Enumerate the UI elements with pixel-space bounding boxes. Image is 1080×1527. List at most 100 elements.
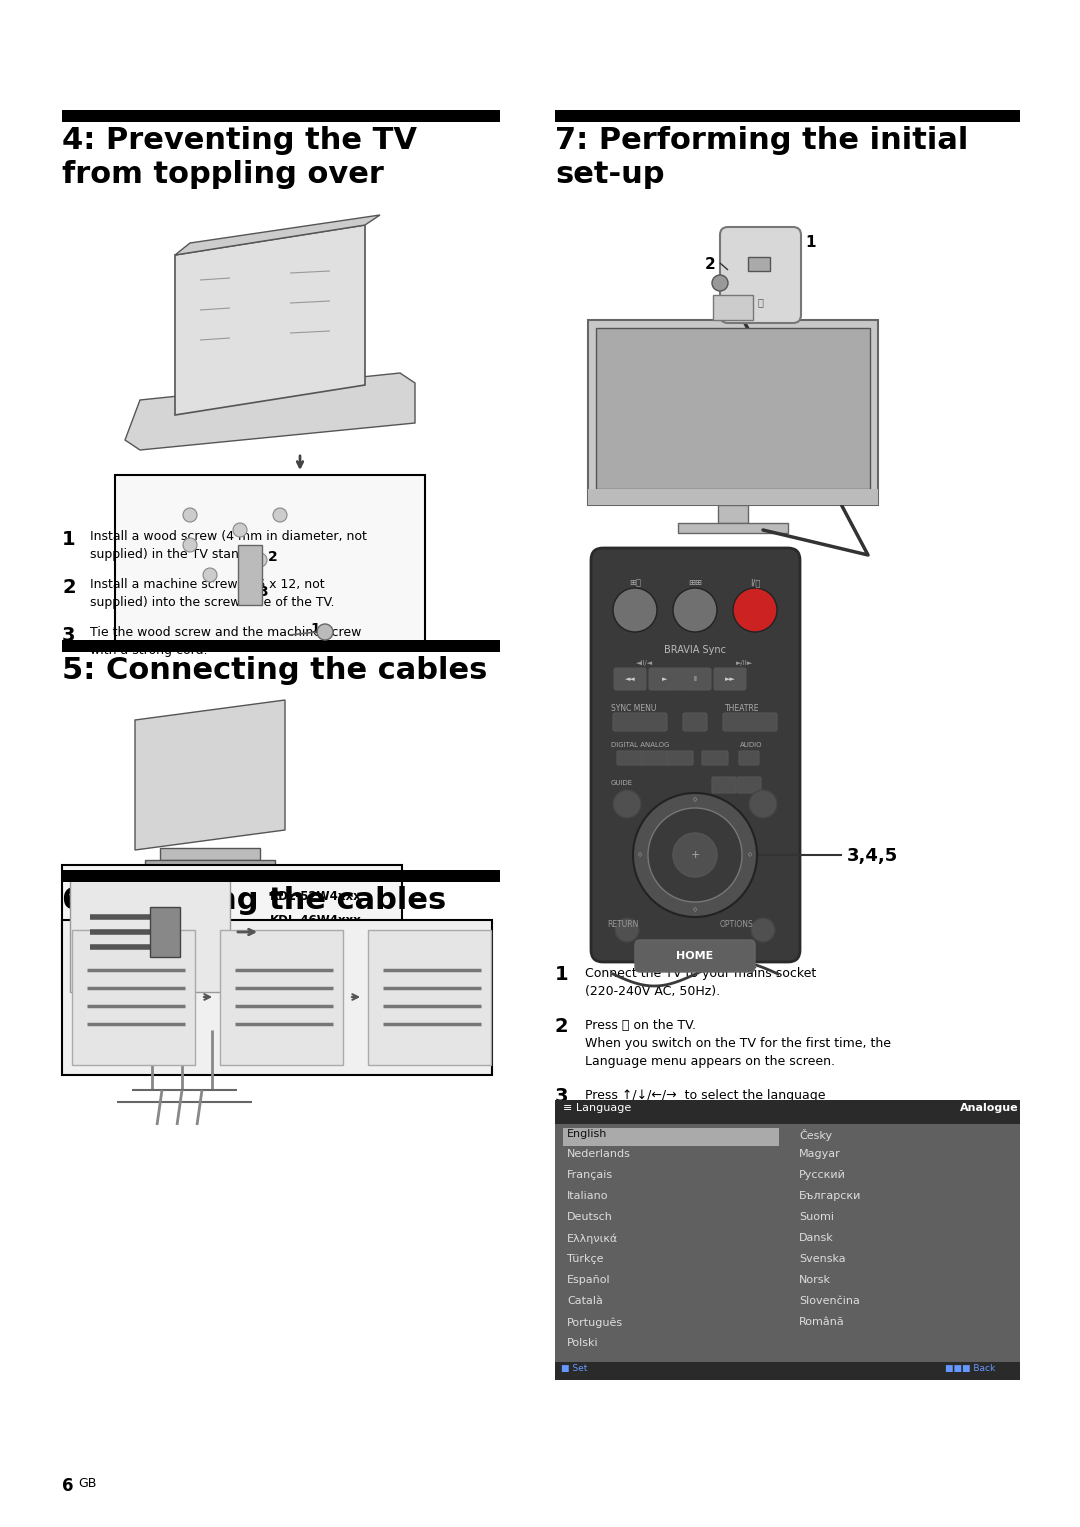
Text: Install a wood screw (4 mm in diameter, not: Install a wood screw (4 mm in diameter, …	[90, 530, 367, 544]
Text: (220-240V AC, 50Hz).: (220-240V AC, 50Hz).	[585, 985, 720, 999]
FancyBboxPatch shape	[723, 713, 777, 731]
Text: Türkçe: Türkçe	[567, 1254, 604, 1264]
Text: Nederlands: Nederlands	[567, 1148, 631, 1159]
Text: Eλληνικά: Eλληνικά	[567, 1232, 618, 1243]
Text: KDL-46W4xxx: KDL-46W4xxx	[270, 915, 362, 927]
Text: ◇: ◇	[638, 852, 643, 858]
Circle shape	[273, 508, 287, 522]
Circle shape	[613, 588, 657, 632]
FancyBboxPatch shape	[617, 751, 643, 765]
Text: THEATRE: THEATRE	[725, 704, 759, 713]
Bar	[62, 640, 500, 652]
Text: 3: 3	[62, 626, 76, 644]
Text: ■ Set: ■ Set	[561, 1364, 588, 1373]
Bar	[114, 475, 426, 651]
Text: 6: 6	[62, 1477, 73, 1495]
Text: ⊞ⓙ: ⊞ⓙ	[629, 579, 642, 586]
Text: 2: 2	[228, 938, 238, 951]
Text: Français: Français	[567, 1170, 613, 1180]
FancyBboxPatch shape	[615, 667, 646, 690]
Bar	[238, 545, 262, 605]
Circle shape	[648, 808, 742, 902]
Polygon shape	[125, 373, 415, 450]
Text: Install a machine screw (M6 x 12, not: Install a machine screw (M6 x 12, not	[90, 579, 325, 591]
Text: GB: GB	[78, 1477, 96, 1490]
FancyBboxPatch shape	[712, 777, 735, 793]
Text: +: +	[690, 851, 700, 860]
Bar	[555, 1124, 1020, 1380]
Text: Español: Español	[567, 1275, 610, 1286]
Text: When you switch on the TV for the first time, the: When you switch on the TV for the first …	[585, 1037, 891, 1051]
Text: ◄◄: ◄◄	[624, 676, 635, 683]
Text: 1: 1	[555, 965, 569, 983]
Circle shape	[712, 275, 728, 292]
Bar	[555, 110, 1020, 122]
Bar	[150, 907, 180, 957]
Circle shape	[733, 588, 777, 632]
Text: Tie the wood screw and the machine screw: Tie the wood screw and the machine screw	[90, 626, 362, 638]
Text: Connect the TV to your mains socket: Connect the TV to your mains socket	[585, 967, 816, 980]
FancyBboxPatch shape	[642, 751, 669, 765]
Text: 3: 3	[376, 938, 386, 951]
Text: Svenska: Svenska	[799, 1254, 846, 1264]
Text: Polski: Polski	[567, 1338, 598, 1348]
Bar	[72, 930, 195, 1064]
Text: ■■■ Back: ■■■ Back	[945, 1364, 996, 1373]
Bar	[588, 489, 878, 505]
Text: supplied) in the TV stand.: supplied) in the TV stand.	[90, 548, 251, 560]
Text: II: II	[693, 676, 697, 683]
Bar	[62, 110, 500, 122]
Text: English: English	[567, 1128, 607, 1139]
Text: with a strong cord.: with a strong cord.	[90, 644, 207, 657]
Text: ⏻: ⏻	[757, 296, 762, 307]
Text: Magyar: Magyar	[799, 1148, 840, 1159]
Text: Česky: Česky	[799, 1128, 832, 1141]
Text: RETURN: RETURN	[607, 919, 638, 928]
Circle shape	[203, 568, 217, 582]
FancyBboxPatch shape	[739, 751, 759, 765]
Bar	[596, 328, 870, 489]
Text: 6: Bundling the cables: 6: Bundling the cables	[62, 886, 446, 915]
Text: ►/II►: ►/II►	[737, 660, 754, 666]
Text: Română: Română	[799, 1316, 845, 1327]
Text: KDL-40E4xxx: KDL-40E4xxx	[270, 962, 356, 976]
Text: ►: ►	[662, 676, 667, 683]
Text: 2: 2	[555, 1017, 569, 1035]
Text: Analogue: Analogue	[960, 1102, 1018, 1113]
Circle shape	[751, 918, 775, 942]
Bar	[588, 321, 878, 505]
Text: Press ↑/↓/←/→  to select the language: Press ↑/↓/←/→ to select the language	[585, 1089, 825, 1102]
Circle shape	[633, 793, 757, 918]
Text: OPTIONS: OPTIONS	[720, 919, 754, 928]
Text: KDL-40W4xxx: KDL-40W4xxx	[270, 938, 362, 951]
Text: 2: 2	[268, 550, 278, 563]
Text: Press ⏻ on the TV.: Press ⏻ on the TV.	[585, 1019, 696, 1032]
Bar	[368, 930, 491, 1064]
Text: I/⏻: I/⏻	[750, 579, 760, 586]
Text: 3: 3	[258, 585, 268, 599]
Circle shape	[183, 538, 197, 551]
Circle shape	[750, 789, 777, 818]
Text: displayed on the menu screens, then press ⊕ .: displayed on the menu screens, then pres…	[585, 1107, 877, 1119]
Text: Language menu appears on the screen.: Language menu appears on the screen.	[585, 1055, 835, 1067]
Bar	[563, 1128, 779, 1145]
Polygon shape	[175, 224, 365, 415]
Text: 5: Connecting the cables: 5: Connecting the cables	[62, 657, 487, 686]
Circle shape	[233, 524, 247, 538]
Text: ◇: ◇	[747, 852, 752, 858]
Text: Norsk: Norsk	[799, 1275, 831, 1286]
Text: 1: 1	[80, 938, 90, 951]
FancyBboxPatch shape	[737, 777, 761, 793]
Text: ⊞⊞: ⊞⊞	[688, 579, 702, 586]
Text: ≡ Language: ≡ Language	[563, 1102, 631, 1113]
Polygon shape	[175, 215, 380, 255]
Bar	[220, 930, 343, 1064]
Circle shape	[673, 834, 717, 876]
Text: 2: 2	[705, 257, 716, 272]
FancyBboxPatch shape	[667, 751, 693, 765]
Text: DIGITAL ANALOG: DIGITAL ANALOG	[611, 742, 670, 748]
FancyBboxPatch shape	[635, 941, 755, 973]
Bar	[145, 860, 275, 867]
Bar	[748, 257, 770, 270]
Text: set-up: set-up	[555, 160, 664, 189]
